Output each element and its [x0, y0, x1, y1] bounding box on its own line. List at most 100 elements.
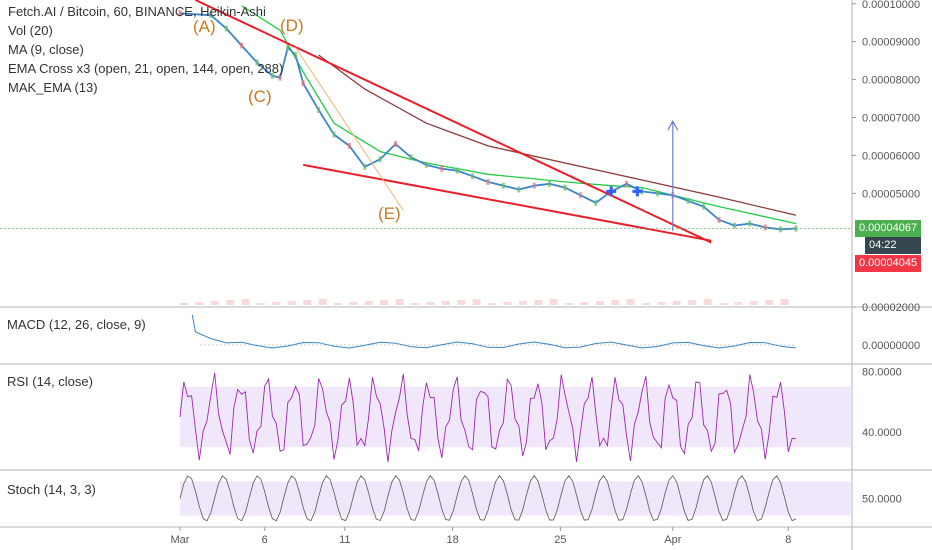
- upper-trendline: [194, 0, 712, 244]
- stoch-label: Stoch (14, 3, 3): [7, 482, 96, 497]
- volume-bar: [611, 300, 620, 305]
- candle: [655, 190, 659, 197]
- candle: [732, 222, 736, 229]
- rsi-axis-label: 40.0000: [862, 427, 902, 439]
- macd-label: MACD (12, 26, close, 9): [7, 317, 146, 332]
- volume-bar: [364, 301, 373, 305]
- volume-bar: [272, 302, 281, 305]
- candle: [548, 180, 552, 187]
- candle: [717, 216, 721, 223]
- rsi-band: [180, 386, 852, 448]
- candle: [486, 178, 490, 185]
- rsi-axis-label: 80.0000: [862, 367, 902, 379]
- legend-mak-ema: MAK_EMA (13): [8, 80, 98, 95]
- volume-bar: [780, 299, 789, 305]
- candle: [409, 154, 413, 161]
- volume-bar: [195, 302, 204, 305]
- volume-bar: [349, 302, 358, 305]
- candle: [378, 156, 382, 163]
- price-axis-label: 0.00006000: [862, 150, 920, 162]
- volume-bar: [426, 302, 435, 305]
- candle: [363, 163, 367, 170]
- time-axis-label: Apr: [664, 534, 681, 546]
- wave-projection-line: [295, 47, 404, 211]
- candle: [240, 42, 244, 49]
- volume-bar: [688, 300, 697, 305]
- volume-bar: [472, 299, 481, 305]
- candle: [332, 131, 336, 138]
- volume-bar: [765, 300, 774, 305]
- candle: [347, 142, 351, 149]
- candle: [209, 12, 213, 19]
- candle: [394, 141, 398, 148]
- time-axis-label: Mar: [171, 534, 190, 546]
- volume-bar: [226, 300, 235, 305]
- volume-bar: [565, 303, 573, 305]
- volume-bar: [657, 302, 666, 305]
- volume-bar: [334, 303, 342, 305]
- volume-bar: [241, 299, 250, 305]
- wave-label-c: (C): [248, 87, 272, 106]
- target-price-tag: 0.00004045: [855, 255, 921, 272]
- countdown-tag: 04:22: [865, 237, 921, 254]
- volume-bar: [441, 301, 450, 305]
- volume-bar: [257, 303, 265, 305]
- candle: [255, 59, 259, 66]
- candle: [517, 186, 521, 193]
- stoch-axis-label: 50.0000: [862, 494, 902, 506]
- candle: [440, 165, 444, 172]
- price-axis-label: 0.00007000: [862, 112, 920, 124]
- rsi-label: RSI (14, close): [7, 374, 93, 389]
- candle: [563, 184, 567, 191]
- price-axis-label: 0.00008000: [862, 75, 920, 87]
- chart-title: Fetch.AI / Bitcoin, 60, BINANCE, Heikin-…: [8, 4, 266, 19]
- time-axis-label: 8: [785, 534, 791, 546]
- price-line: [179, 12, 797, 231]
- candle: [455, 167, 459, 174]
- volume-bar: [719, 303, 727, 305]
- ema-long-line: [318, 54, 797, 216]
- candle: [301, 80, 305, 87]
- candle: [224, 25, 228, 32]
- volume-bar: [318, 299, 327, 305]
- stoch-line: [179, 474, 797, 522]
- volume-bar: [534, 300, 543, 305]
- candle: [286, 44, 290, 51]
- candle: [578, 192, 582, 199]
- candle: [501, 182, 505, 189]
- volume-bar: [518, 301, 527, 305]
- legend-ma: MA (9, close): [8, 42, 84, 57]
- candle: [317, 106, 321, 113]
- volume-bar: [642, 303, 650, 305]
- volume-bar: [395, 299, 404, 305]
- time-axis-label: 18: [446, 534, 458, 546]
- legend-ema-cross: EMA Cross x3 (open, 21, open, 144, open,…: [8, 61, 284, 76]
- time-axis-label: 25: [554, 534, 566, 546]
- legend-volume: Vol (20): [8, 23, 53, 38]
- volume-bar: [595, 301, 604, 305]
- candle: [625, 180, 629, 187]
- candle: [270, 72, 274, 79]
- volume-bar: [411, 303, 419, 305]
- legend: Fetch.AI / Bitcoin, 60, BINANCE, Heikin-…: [8, 2, 283, 97]
- price-axis-label: 0.00002000: [862, 302, 920, 314]
- candle: [178, 10, 182, 17]
- volume-bar: [380, 300, 389, 305]
- price-axis-label: 0.00010000: [862, 0, 920, 11]
- candle: [471, 173, 475, 180]
- volume-bar: [457, 300, 466, 305]
- wave-label-a: (A): [193, 17, 216, 36]
- macd-axis-label: 0.00000000: [862, 340, 920, 352]
- rsi-line: [179, 372, 797, 463]
- candle: [424, 161, 428, 168]
- candle: [278, 74, 282, 81]
- candle: [748, 220, 752, 227]
- lower-trendline: [303, 163, 712, 242]
- candle: [594, 199, 598, 206]
- volume-bar: [503, 302, 512, 305]
- volume-bar: [210, 301, 219, 305]
- candle: [763, 224, 767, 231]
- candle: [294, 51, 297, 58]
- volume-bar: [303, 300, 312, 305]
